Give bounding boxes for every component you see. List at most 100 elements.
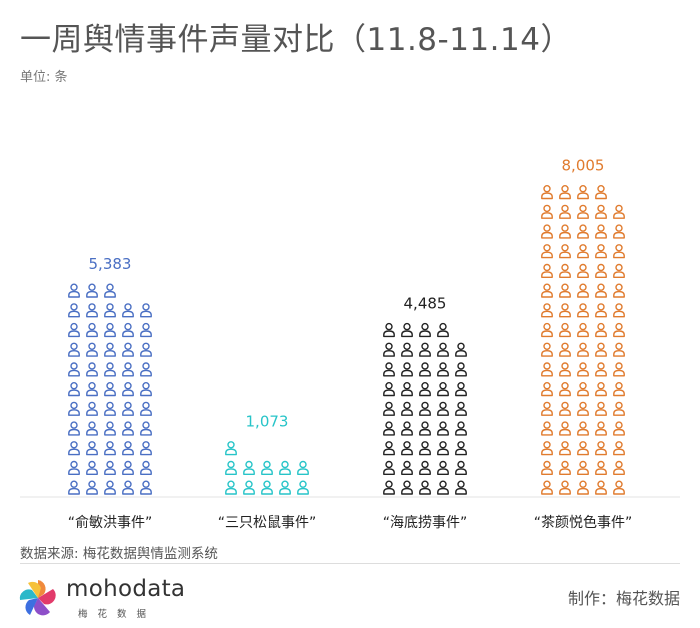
person-icon [577,362,589,377]
person-icon [559,263,571,278]
person-icon [559,184,571,200]
person-icon [455,421,467,436]
person-icon [595,322,607,338]
person-icon [140,460,152,475]
person-icon [595,283,607,298]
person-icon [383,401,395,416]
person-icon [225,480,237,495]
pictogram-bar [68,283,152,495]
person-icon [577,244,589,259]
person-icon [541,401,553,416]
person-icon [401,480,413,495]
person-icon [559,382,571,397]
person-icon [140,362,152,377]
person-icon [595,342,607,357]
person-icon [122,322,134,338]
person-icon [104,322,116,338]
person-icon [419,322,431,338]
person-icon [419,382,431,397]
person-icon [577,263,589,278]
person-icon [613,303,625,318]
person-icon [595,184,607,200]
pictogram-bar [225,441,309,495]
value-label: 8,005 [562,157,605,175]
person-icon [613,421,625,436]
person-icon [577,283,589,298]
person-icon [104,480,116,495]
person-icon [401,401,413,416]
person-icon [437,480,449,495]
person-icon [455,342,467,357]
person-icon [68,401,80,416]
person-icon [613,322,625,338]
person-icon [225,460,237,475]
person-icon [104,362,116,377]
person-icon [104,342,116,357]
person-icon [595,204,607,219]
person-icon [437,382,449,397]
person-icon [541,184,553,200]
person-icon [559,303,571,318]
person-icon [455,480,467,495]
person-icon [577,421,589,436]
person-icon [613,224,625,239]
person-icon [86,421,98,436]
person-icon [437,421,449,436]
person-icon [577,322,589,338]
value-label: 5,383 [89,255,132,273]
person-icon [541,480,553,495]
person-icon [541,362,553,377]
logo-subtitle: 梅花数据 [78,609,157,620]
person-icon [68,441,80,456]
person-icon [541,441,553,456]
person-icon [577,204,589,219]
person-icon [68,480,80,495]
person-icon [613,283,625,298]
person-icon [541,303,553,318]
credit-text: 制作：梅花数据 [567,589,680,608]
person-icon [577,480,589,495]
person-icon [122,480,134,495]
person-icon [401,342,413,357]
person-icon [559,362,571,377]
person-icon [437,362,449,377]
person-icon [122,303,134,318]
category-label: “海底捞事件” [383,515,468,531]
person-icon [595,263,607,278]
person-icon [437,441,449,456]
person-icon [595,224,607,239]
person-icon [68,382,80,397]
person-icon [104,382,116,397]
person-icon [541,263,553,278]
person-icon [68,303,80,318]
person-icon [279,480,291,495]
data-source: 数据来源: 梅花数据舆情监测系统 [20,546,218,562]
person-icon [541,460,553,475]
pinwheel-logo-icon [19,580,56,616]
person-icon [419,401,431,416]
person-icon [577,303,589,318]
person-icon [401,421,413,436]
person-icon [559,204,571,219]
person-icon [383,342,395,357]
person-icon [541,421,553,436]
person-icon [86,283,98,298]
person-icon [383,322,395,338]
person-icon [261,480,273,495]
person-icon [122,460,134,475]
pictogram-bar [541,184,625,495]
person-icon [613,382,625,397]
person-icon [455,382,467,397]
person-icon [104,441,116,456]
person-icon [559,342,571,357]
person-icon [559,224,571,239]
person-icon [541,283,553,298]
unit-label: 单位: 条 [20,70,68,85]
person-icon [577,441,589,456]
person-icon [613,401,625,416]
person-icon [559,421,571,436]
person-icon [577,382,589,397]
person-icon [86,441,98,456]
person-icon [140,401,152,416]
person-icon [401,460,413,475]
